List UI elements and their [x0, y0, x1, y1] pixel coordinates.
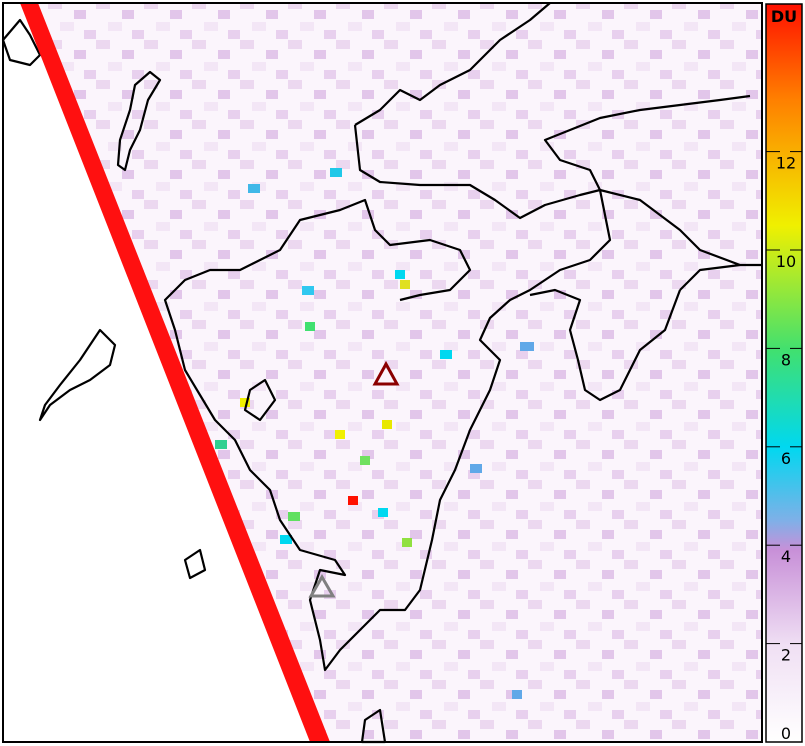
pixel [330, 168, 342, 177]
colorbar-tick-label: 10 [776, 252, 796, 271]
pixel [348, 496, 358, 505]
colorbar-tick-label: 6 [781, 449, 791, 468]
island [243, 378, 277, 422]
pixel [280, 535, 292, 544]
coastline [599, 188, 762, 267]
pixel [302, 286, 314, 295]
island [1, 18, 42, 67]
colorbar-tick-label: 12 [776, 154, 796, 173]
volcano-marker [372, 360, 400, 386]
orbit-swath-edge [20, 3, 330, 742]
island [116, 70, 162, 172]
colorbar-tick-label: 0 [781, 724, 791, 743]
pixel [402, 538, 412, 547]
pixel [215, 440, 227, 449]
pixel [400, 280, 410, 289]
pixel [248, 184, 260, 193]
map-panel [1, 2, 763, 744]
pixel [382, 420, 392, 429]
colorbar-scale [765, 3, 803, 743]
pixel [378, 508, 388, 517]
pixel [512, 690, 522, 699]
colorbar: DU 0 2 4 6 8 10 12 [765, 3, 803, 743]
pixel [440, 350, 452, 359]
coastline [529, 263, 741, 402]
pixel [335, 430, 345, 439]
colorbar-label: DU [771, 7, 797, 26]
pixel [305, 322, 315, 331]
colorbar-tick-label: 4 [781, 547, 791, 566]
island [38, 328, 117, 422]
colorbar-tick-label: 8 [781, 350, 791, 369]
colorbar-tick-label: 2 [781, 646, 791, 665]
map-frame [2, 2, 763, 743]
pixel [288, 512, 300, 521]
pixel [240, 398, 250, 407]
high-pixels [215, 168, 534, 699]
coastlines [1, 2, 762, 744]
pixel [470, 464, 482, 473]
volcano-marker [308, 574, 336, 598]
pixel [360, 456, 370, 465]
coastline [354, 2, 551, 126]
island [183, 548, 207, 580]
pixel [395, 270, 405, 279]
coastline [163, 189, 612, 672]
pixel [520, 342, 534, 351]
